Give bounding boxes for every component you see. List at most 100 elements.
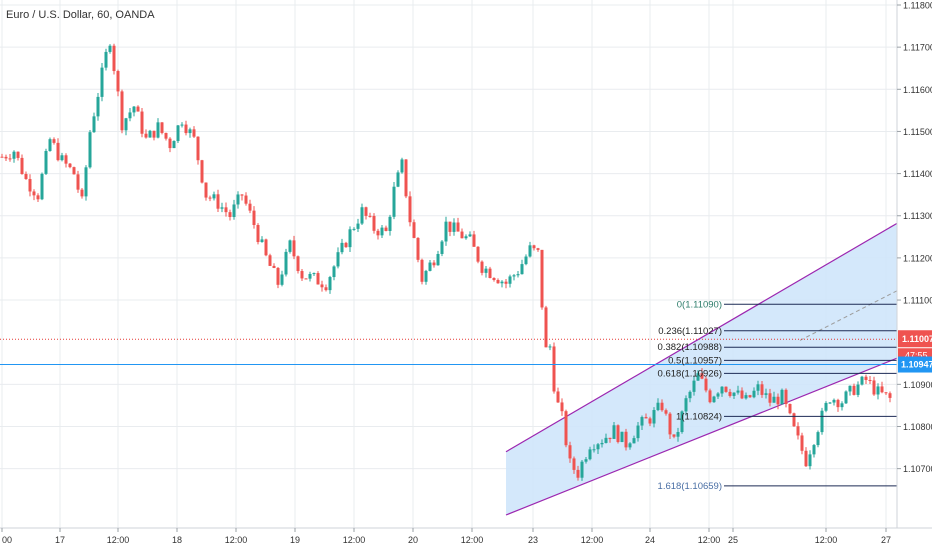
candle[interactable] — [128, 108, 132, 122]
candle[interactable] — [484, 265, 488, 278]
candle[interactable] — [8, 153, 12, 162]
candle[interactable] — [672, 434, 676, 439]
candle[interactable] — [68, 162, 72, 169]
candle[interactable] — [420, 258, 424, 285]
candle[interactable] — [416, 237, 420, 263]
candle[interactable] — [844, 390, 848, 405]
candle[interactable] — [332, 265, 336, 281]
candle[interactable] — [168, 137, 172, 153]
candle[interactable] — [820, 407, 824, 435]
candle[interactable] — [444, 216, 448, 246]
candle[interactable] — [884, 392, 888, 395]
candle[interactable] — [752, 387, 756, 399]
candle[interactable] — [656, 398, 660, 412]
candle[interactable] — [132, 105, 136, 117]
candle[interactable] — [56, 138, 60, 162]
candle[interactable] — [108, 44, 112, 54]
candle[interactable] — [204, 182, 208, 201]
candle[interactable] — [816, 430, 820, 448]
candle[interactable] — [456, 217, 460, 232]
candle[interactable] — [80, 187, 84, 199]
candle[interactable] — [552, 342, 556, 394]
candle[interactable] — [812, 444, 816, 458]
candle[interactable] — [760, 380, 764, 398]
candle[interactable] — [340, 238, 344, 255]
candle[interactable] — [436, 250, 440, 266]
candle[interactable] — [432, 260, 436, 268]
candle[interactable] — [612, 421, 616, 439]
candle[interactable] — [684, 395, 688, 416]
candle[interactable] — [712, 395, 716, 403]
candle[interactable] — [52, 137, 56, 145]
candle[interactable] — [184, 120, 188, 136]
candle[interactable] — [176, 124, 180, 144]
candle[interactable] — [788, 403, 792, 415]
candle[interactable] — [848, 385, 852, 396]
candle[interactable] — [868, 375, 872, 384]
candle[interactable] — [84, 165, 88, 201]
candle[interactable] — [564, 409, 568, 448]
candle[interactable] — [112, 43, 116, 75]
candle[interactable] — [32, 189, 36, 201]
candle[interactable] — [352, 227, 356, 231]
candle[interactable] — [696, 370, 700, 381]
candle[interactable] — [460, 228, 464, 239]
candle[interactable] — [720, 386, 724, 397]
candle[interactable] — [328, 275, 332, 294]
candle[interactable] — [304, 278, 308, 280]
candle[interactable] — [448, 221, 452, 237]
candle[interactable] — [96, 93, 100, 121]
candle[interactable] — [208, 195, 212, 202]
candle[interactable] — [284, 248, 288, 277]
candle[interactable] — [164, 132, 168, 141]
candle[interactable] — [520, 259, 524, 275]
candle[interactable] — [644, 413, 648, 419]
candle[interactable] — [492, 277, 496, 282]
candle[interactable] — [24, 171, 28, 180]
candle[interactable] — [616, 424, 620, 444]
candle[interactable] — [724, 386, 728, 393]
candle[interactable] — [544, 305, 548, 348]
candle[interactable] — [292, 235, 296, 260]
candle[interactable] — [220, 202, 224, 213]
candlesticks[interactable] — [0, 43, 892, 481]
candle[interactable] — [356, 218, 360, 233]
candle[interactable] — [192, 126, 196, 139]
candle[interactable] — [244, 192, 248, 206]
candle[interactable] — [744, 392, 748, 400]
candle[interactable] — [60, 152, 64, 162]
candle[interactable] — [572, 456, 576, 474]
candle[interactable] — [376, 228, 380, 240]
candle[interactable] — [272, 263, 276, 269]
candle[interactable] — [276, 267, 280, 289]
candle[interactable] — [396, 170, 400, 188]
candle[interactable] — [608, 437, 612, 443]
candle[interactable] — [556, 387, 560, 403]
candle[interactable] — [872, 376, 876, 396]
candle[interactable] — [588, 446, 592, 461]
candle[interactable] — [664, 408, 668, 416]
candle[interactable] — [624, 428, 628, 451]
candle[interactable] — [776, 393, 780, 410]
candle[interactable] — [348, 226, 352, 253]
candle[interactable] — [136, 105, 140, 112]
candle[interactable] — [800, 432, 804, 455]
candle[interactable] — [852, 383, 856, 396]
candle[interactable] — [388, 214, 392, 236]
candle[interactable] — [804, 447, 808, 467]
candle[interactable] — [408, 191, 412, 227]
candle[interactable] — [44, 148, 48, 176]
candle[interactable] — [580, 459, 584, 481]
candle[interactable] — [268, 253, 272, 267]
candle[interactable] — [188, 127, 192, 138]
candle[interactable] — [716, 392, 720, 400]
candle[interactable] — [856, 381, 860, 398]
fibonacci-retracement[interactable]: 0(1.11090) 0.236(1.11027) 0.382(1.10988) 0.… — [658, 299, 897, 492]
candle[interactable] — [280, 270, 284, 287]
candle[interactable] — [224, 202, 228, 217]
candle[interactable] — [764, 388, 768, 399]
candle[interactable] — [148, 129, 152, 138]
candle[interactable] — [488, 266, 492, 279]
